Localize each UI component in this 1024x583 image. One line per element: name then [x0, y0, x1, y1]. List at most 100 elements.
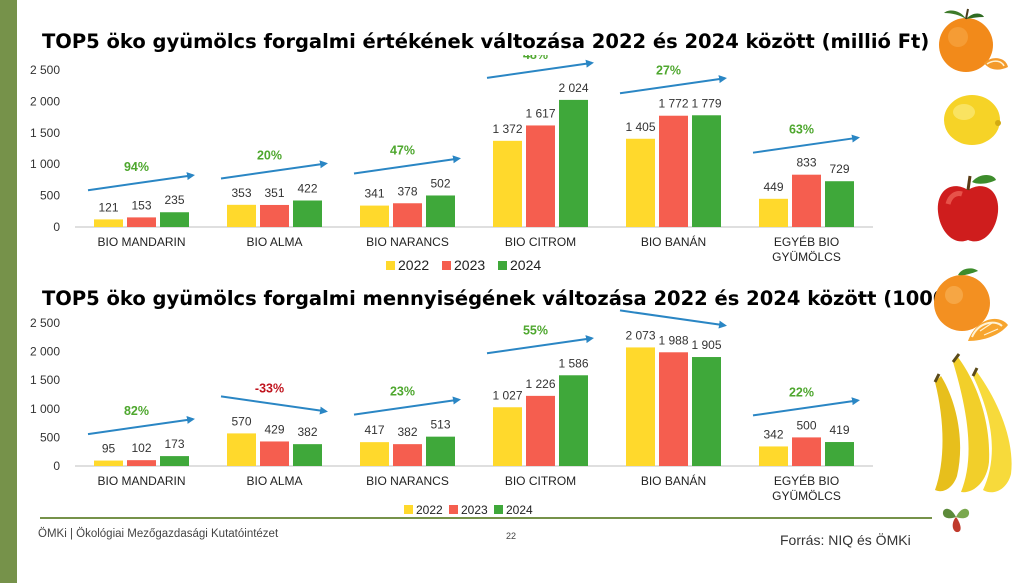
tangerine-icon: [939, 8, 1008, 72]
bar: [426, 195, 455, 227]
bar: [759, 198, 788, 227]
bar: [127, 460, 156, 466]
bar: [94, 460, 123, 466]
bar: [692, 115, 721, 227]
data-label: 1 779: [691, 96, 721, 110]
y-tick-label: 0: [53, 459, 60, 473]
data-label: 1 372: [492, 122, 522, 136]
bar: [659, 352, 688, 466]
change-percent: 22%: [789, 385, 814, 399]
data-label: 1 586: [558, 356, 588, 370]
data-label: 419: [829, 423, 849, 437]
left-accent-bar: [0, 0, 17, 583]
category-label: GYÜMÖLCS: [772, 250, 841, 264]
bar: [825, 181, 854, 227]
data-label: 1 405: [625, 120, 655, 134]
data-label: 422: [297, 181, 317, 195]
data-label: 382: [397, 425, 417, 439]
trend-arrow: [486, 335, 594, 355]
data-label: 502: [430, 176, 450, 190]
bar: [426, 436, 455, 466]
data-label: 341: [364, 187, 384, 201]
change-percent: 94%: [124, 160, 149, 174]
change-percent: -33%: [255, 381, 284, 395]
data-label: 570: [231, 414, 251, 428]
y-tick-label: 1 000: [30, 402, 60, 416]
bar: [393, 444, 422, 466]
change-percent: 23%: [390, 385, 415, 399]
data-label: 449: [763, 180, 783, 194]
legend-swatch: [494, 505, 503, 514]
data-label: 342: [763, 427, 783, 441]
legend-label: 2024: [510, 257, 541, 273]
bar: [360, 205, 389, 227]
change-percent: 20%: [257, 148, 282, 162]
category-label: BIO CITROM: [505, 474, 576, 488]
y-tick-label: 2 000: [30, 345, 60, 359]
data-label: 1 226: [525, 377, 555, 391]
bar: [559, 375, 588, 466]
data-label: 102: [131, 441, 151, 455]
y-tick-label: 2 000: [30, 94, 60, 108]
trend-arrow: [752, 134, 860, 154]
legend-swatch: [498, 261, 507, 270]
chart2-title: TOP5 öko gyümölcs forgalmi mennyiségének…: [42, 287, 990, 310]
y-tick-label: 500: [40, 430, 60, 444]
legend-swatch: [449, 505, 458, 514]
data-label: 833: [796, 156, 816, 170]
bar: [160, 212, 189, 227]
trend-arrow: [619, 309, 727, 329]
data-label: 378: [397, 184, 417, 198]
data-label: 2 024: [558, 81, 588, 95]
data-label: 1 905: [691, 338, 721, 352]
data-label: 1 027: [492, 388, 522, 402]
data-label: 121: [98, 200, 118, 214]
data-label: 729: [829, 162, 849, 176]
bar: [493, 140, 522, 227]
change-percent: 47%: [390, 143, 415, 157]
change-percent: 82%: [124, 404, 149, 418]
data-label: 353: [231, 186, 251, 200]
trend-arrow: [87, 415, 195, 436]
bar: [227, 433, 256, 466]
bar: [626, 138, 655, 227]
change-percent: 55%: [523, 323, 548, 337]
change-percent: 48%: [523, 55, 548, 62]
footer-organization: ÖMKi | Ökológiai Mezőgazdasági Kutatóint…: [38, 528, 279, 540]
trend-arrow: [353, 396, 461, 416]
bar: [393, 203, 422, 227]
bar: [692, 357, 721, 466]
bar: [360, 442, 389, 466]
bar: [94, 219, 123, 227]
category-label: EGYÉB BIO: [774, 473, 839, 488]
legend-label: 2022: [398, 257, 429, 273]
data-label: 1 617: [525, 106, 555, 120]
trend-arrow: [353, 155, 461, 175]
data-label: 513: [430, 418, 450, 432]
bar: [792, 174, 821, 227]
bar: [293, 200, 322, 227]
category-label: BIO NARANCS: [366, 474, 449, 488]
category-label: BIO BANÁN: [641, 234, 706, 249]
legend-label: 2022: [416, 503, 443, 517]
legend-label: 2023: [454, 257, 485, 273]
trend-arrow: [220, 160, 328, 180]
trend-arrow: [752, 397, 860, 417]
banana-icon: [933, 353, 1012, 493]
change-percent: 27%: [656, 63, 681, 77]
bar: [626, 347, 655, 466]
chart1-title: TOP5 öko gyümölcs forgalmi értékének vál…: [42, 30, 930, 53]
category-label: BIO ALMA: [246, 474, 302, 488]
data-label: 95: [102, 442, 116, 456]
source-note: Forrás: NIQ és ÖMKi: [780, 532, 911, 548]
data-label: 382: [297, 425, 317, 439]
bar: [759, 446, 788, 466]
data-label: 1 772: [658, 97, 688, 111]
trend-arrow: [486, 59, 594, 79]
legend-label: 2024: [506, 503, 533, 517]
legend-label: 2023: [461, 503, 488, 517]
bar: [227, 204, 256, 227]
y-tick-label: 500: [40, 189, 60, 203]
y-tick-label: 1 000: [30, 157, 60, 171]
category-label: BIO MANDARIN: [97, 235, 185, 249]
